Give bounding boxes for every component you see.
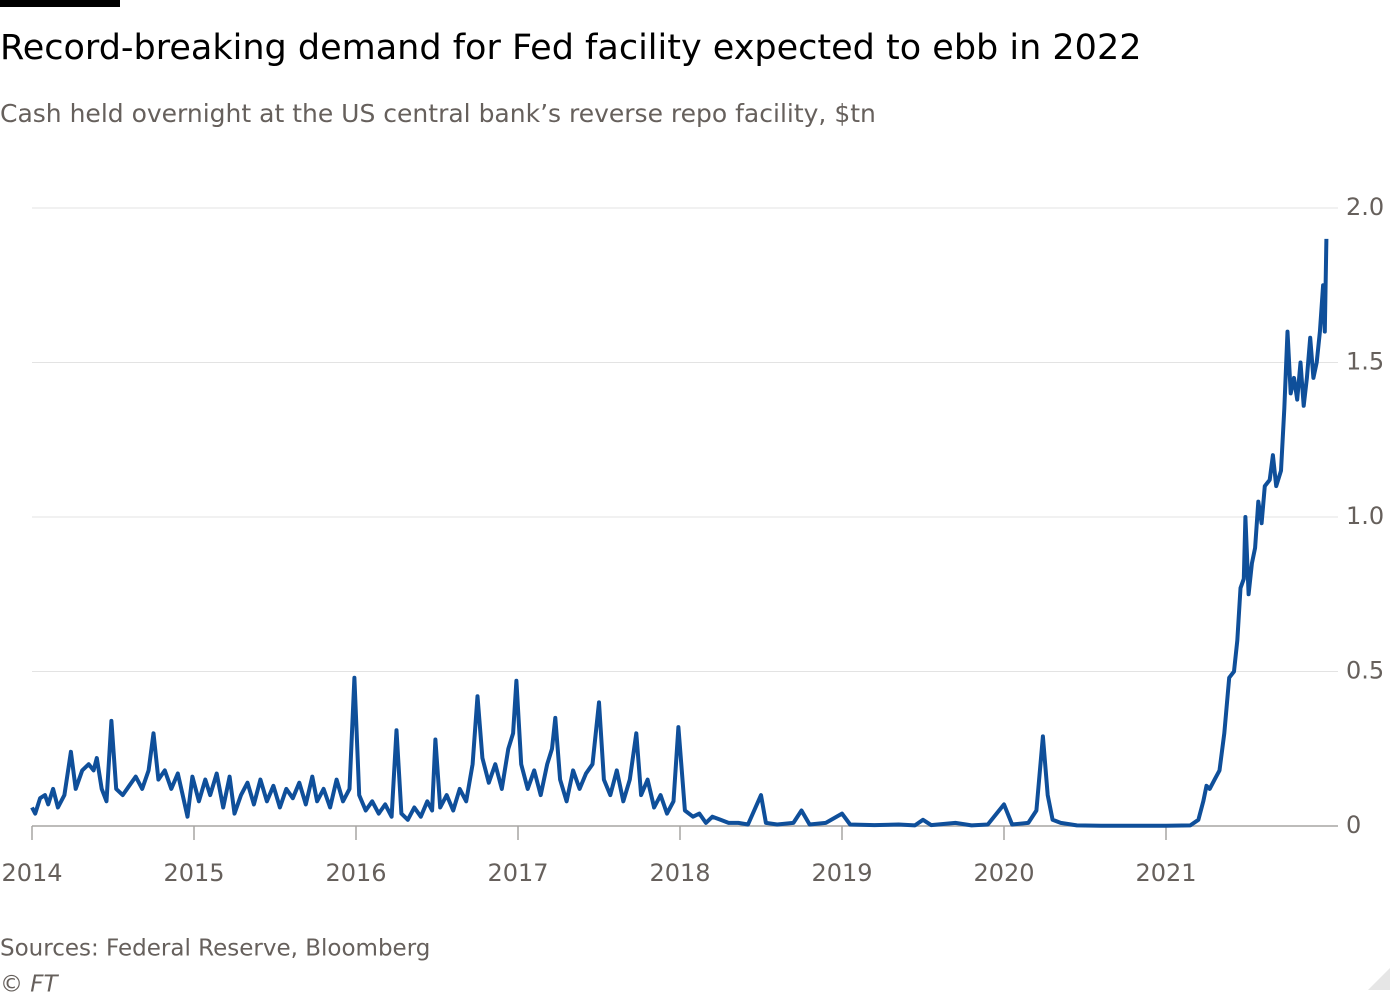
x-tick-label: 2020 xyxy=(973,859,1034,887)
brand-bar xyxy=(0,0,120,7)
source: Sources: Federal Reserve, Bloomberg xyxy=(0,936,430,962)
x-tick-label: 2019 xyxy=(811,859,872,887)
x-tick-label: 2021 xyxy=(1135,859,1196,887)
y-tick-label: 1.5 xyxy=(1346,348,1384,376)
chart-subtitle: Cash held overnight at the US central ba… xyxy=(0,99,876,128)
x-tick-label: 2015 xyxy=(163,859,224,887)
chart-title: Record-breaking demand for Fed facility … xyxy=(0,28,1141,68)
y-tick-label: 1.0 xyxy=(1346,502,1384,530)
x-tick-label: 2018 xyxy=(649,859,710,887)
y-tick-label: 0 xyxy=(1346,811,1361,839)
credit: © FT xyxy=(0,972,60,998)
x-tick-label: 2014 xyxy=(1,859,62,887)
corner-fold xyxy=(1368,968,1390,990)
data-line xyxy=(30,238,1329,828)
y-tick-label: 2.0 xyxy=(1346,193,1384,221)
x-tick-label: 2016 xyxy=(325,859,386,887)
y-tick-label: 0.5 xyxy=(1346,657,1384,685)
x-tick-label: 2017 xyxy=(487,859,548,887)
